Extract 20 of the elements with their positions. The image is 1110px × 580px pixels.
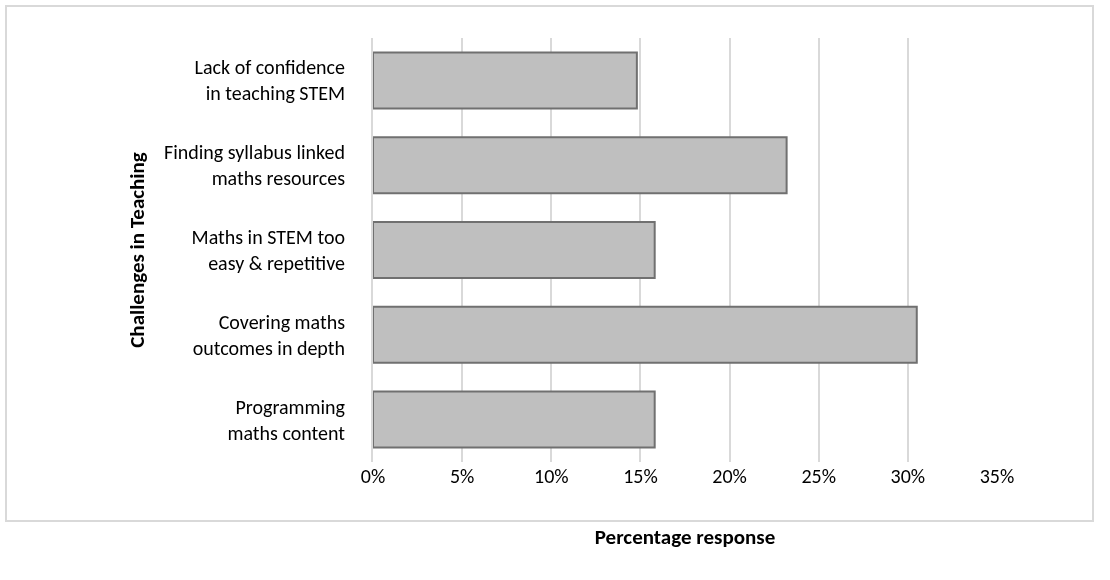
y-tick-label: Maths in STEM too easy & repetitive	[191, 225, 346, 275]
x-tick-label: 30%	[890, 464, 926, 488]
x-tick-label: 0%	[360, 464, 386, 488]
x-tick-label: 35%	[979, 464, 1015, 488]
y-tick-label: Programming maths content	[227, 394, 346, 445]
bar	[373, 221, 656, 279]
y-tick-label: Covering maths outcomes in depth	[192, 309, 346, 360]
bar	[373, 390, 656, 449]
x-axis-title: Percentage response	[594, 524, 776, 551]
x-tick-label: 15%	[623, 464, 658, 488]
bar	[373, 51, 638, 110]
y-axis-title: Challenges in Teaching	[123, 152, 150, 348]
x-tick-label: 5%	[449, 464, 475, 488]
y-tick-label: Finding syllabus linked maths resources	[163, 140, 346, 191]
x-tick-label: 25%	[801, 464, 836, 488]
y-tick-label: Lack of confidence in teaching STEM	[194, 55, 346, 106]
x-tick-label: 10%	[534, 464, 569, 488]
bar	[373, 136, 788, 195]
bar	[373, 305, 918, 364]
x-tick-label: 20%	[712, 464, 747, 488]
